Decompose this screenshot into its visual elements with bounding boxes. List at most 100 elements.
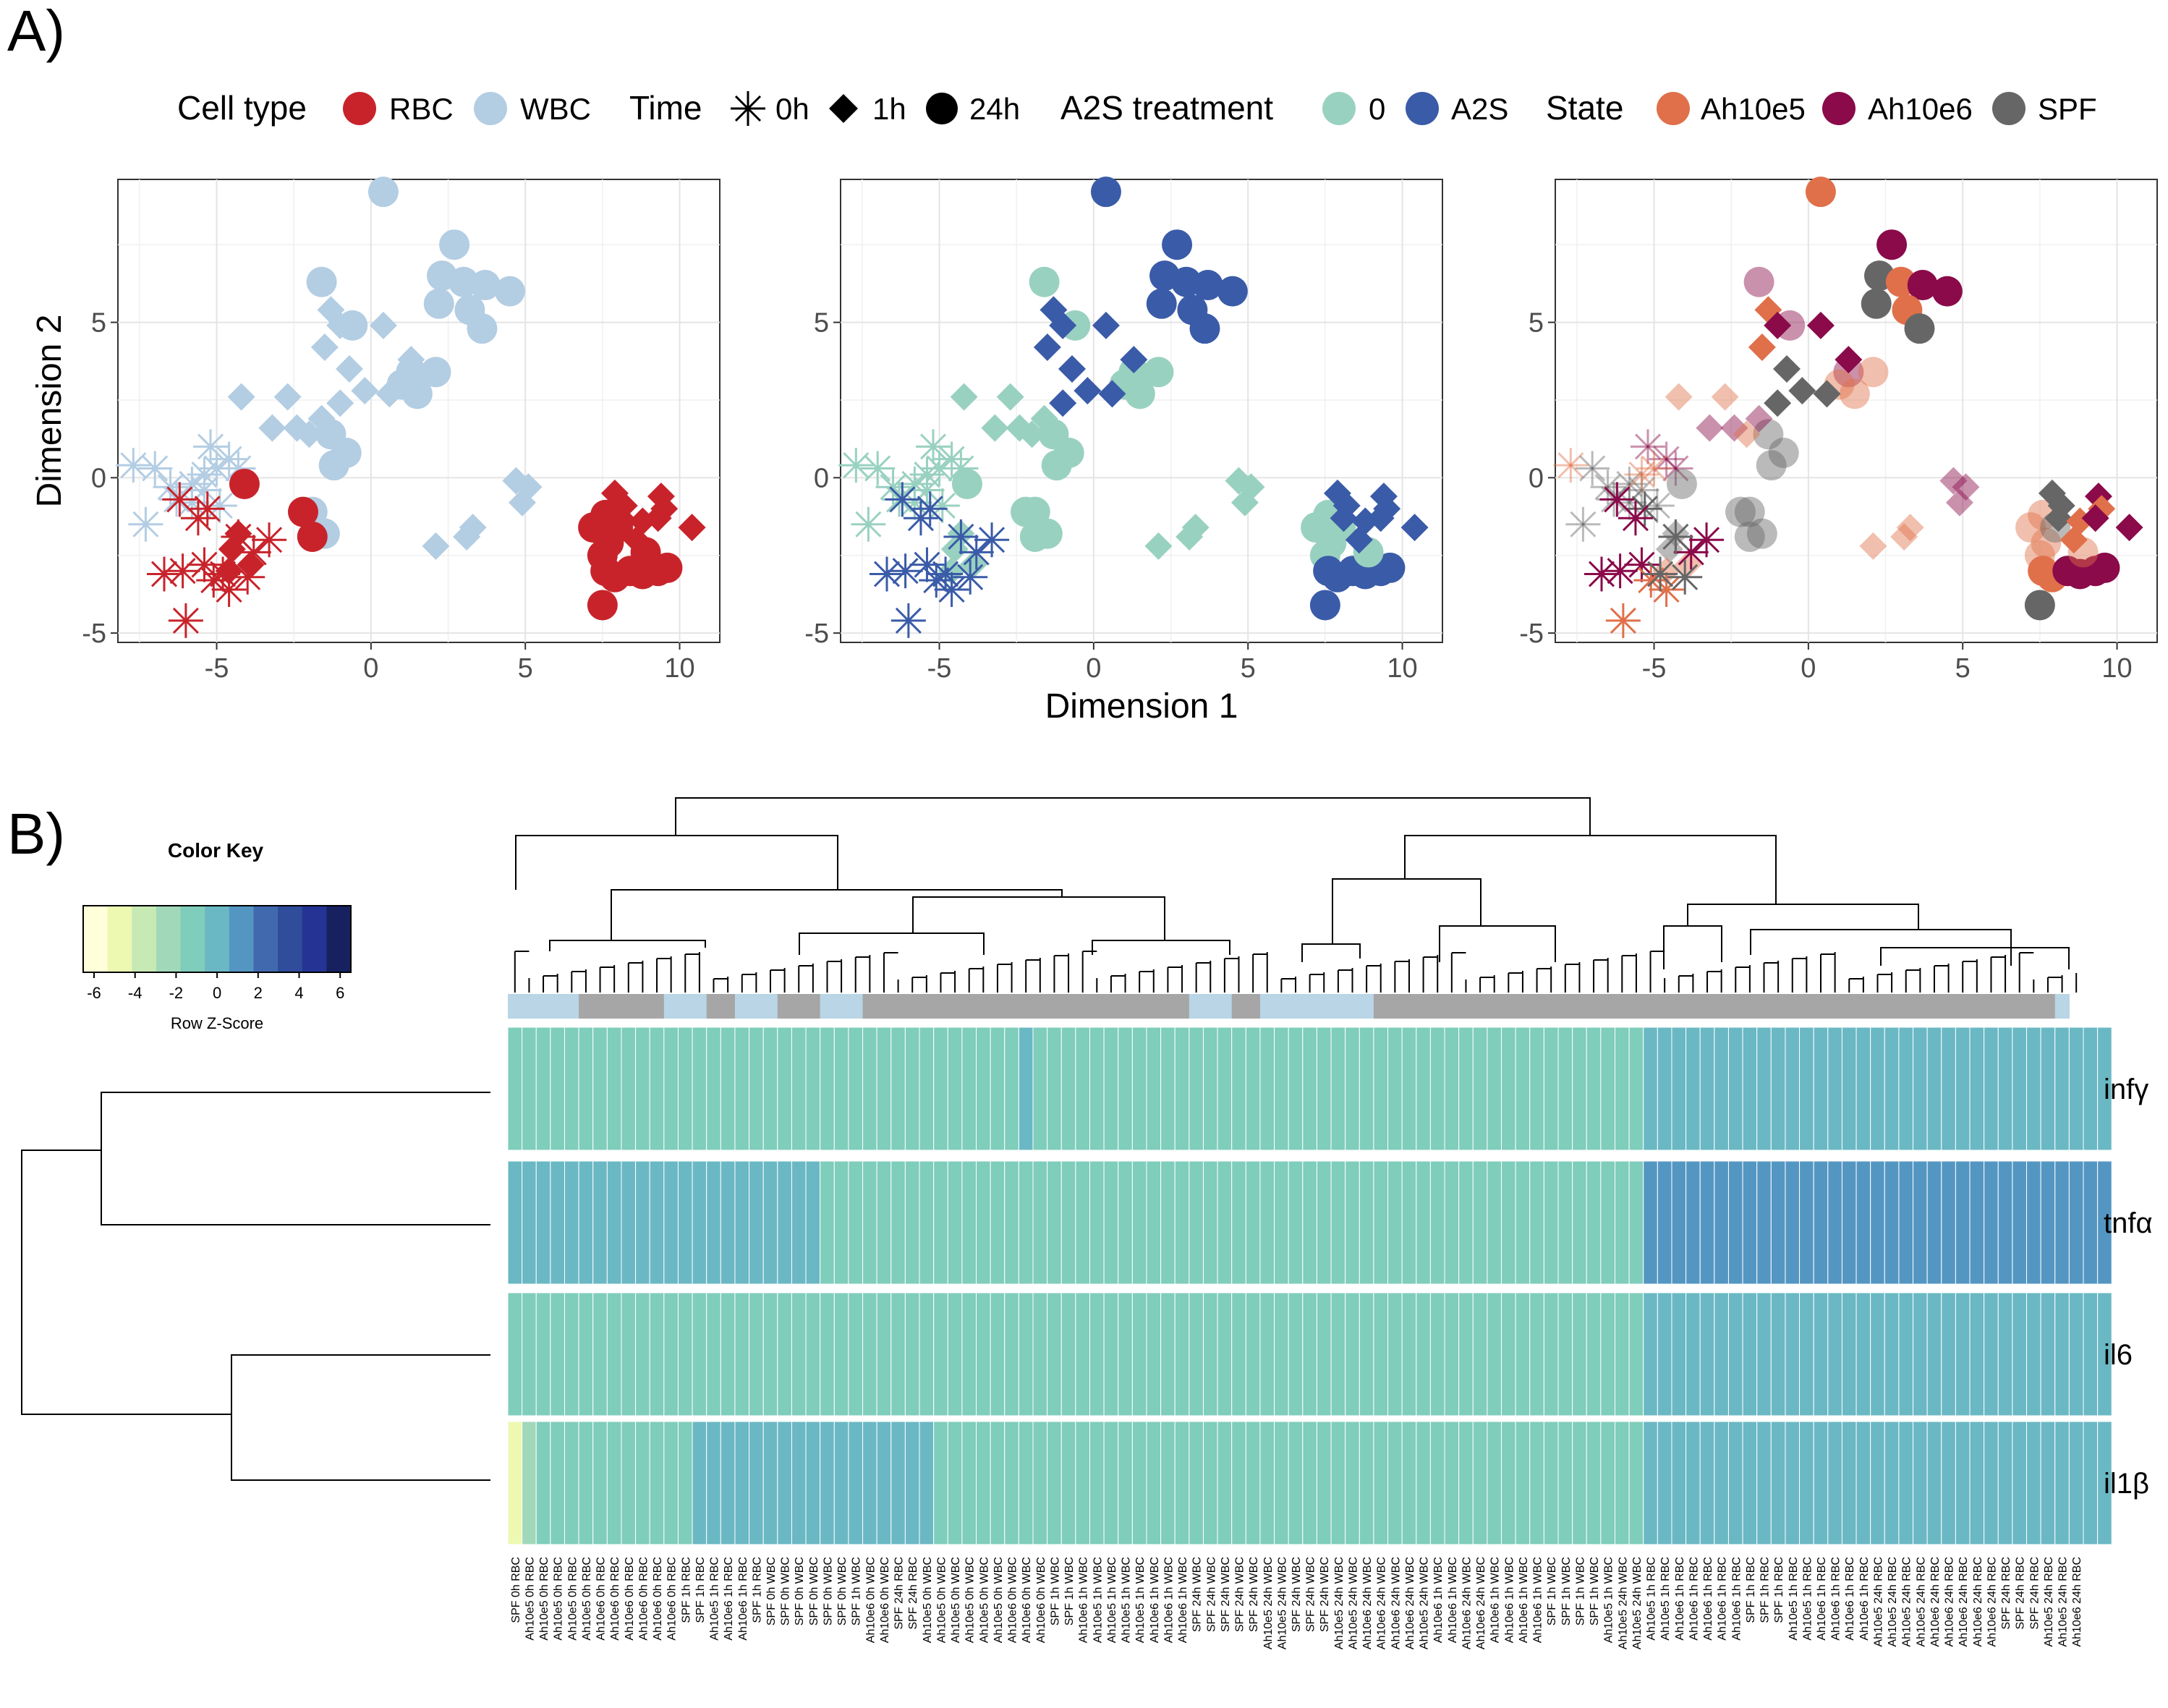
data-point <box>1309 590 1340 621</box>
heatmap-cell <box>976 1027 991 1151</box>
heatmap-cell <box>734 1160 750 1285</box>
heatmap-cell <box>1302 1160 1317 1285</box>
heatmap-cell <box>1515 1160 1531 1285</box>
legend-label-ah10e5: Ah10e5 <box>1701 92 1806 126</box>
heatmap-cell <box>1288 1421 1304 1545</box>
y-tick-label: -5 <box>1519 619 1544 649</box>
heatmap-cell <box>1543 1421 1559 1545</box>
column-side-color <box>877 994 892 1019</box>
heatmap-cell <box>1742 1160 1758 1285</box>
column-side-color <box>1615 994 1630 1019</box>
heatmap-panel: Color Key -6 -4 -2 0 2 4 6 Row Z-Score infγ tnfα il… <box>21 797 2153 1649</box>
mds-scatter-panels: -5 0 5 10-505-5 0 5 10-505-5 0 5 10-505Dimension … <box>30 177 2158 726</box>
heatmap-cell <box>1572 1421 1587 1545</box>
heatmap-cell <box>2083 1421 2099 1545</box>
data-point <box>2089 552 2120 583</box>
column-side-color <box>848 994 864 1019</box>
heatmap-cell <box>1146 1027 1162 1151</box>
data-point <box>1029 266 1060 297</box>
heatmap-cell <box>1600 1292 1615 1416</box>
heatmap-cell <box>1174 1160 1190 1285</box>
column-label: Ah10e5 24h RBC <box>2057 1557 2070 1647</box>
data-point <box>168 603 203 638</box>
column-side-color <box>1217 994 1233 1019</box>
data-point <box>1667 559 1703 595</box>
heatmap-cell <box>1047 1292 1062 1416</box>
column-label: SPF 1h RBC <box>751 1557 763 1623</box>
column-side-color <box>1288 994 1304 1019</box>
heatmap-cell <box>564 1027 579 1151</box>
legend-swatch-rbc <box>343 92 376 125</box>
data-point <box>1649 572 1684 607</box>
heatmap-cell <box>1657 1292 1672 1416</box>
scatter-facet-1: -5 0 5 10 -5 0 5 <box>82 177 720 684</box>
data-point <box>1618 501 1653 536</box>
heatmap-cell <box>1429 1160 1445 1285</box>
column-label: Ah10e6 1h WBC <box>1489 1557 1502 1643</box>
heatmap-cell <box>706 1027 721 1151</box>
heatmap-cell <box>876 1027 892 1151</box>
column-side-color <box>1189 994 1204 1019</box>
heatmap-cell <box>1416 1292 1431 1416</box>
heatmap-cell <box>1472 1421 1488 1545</box>
heatmap-cell <box>1557 1160 1573 1285</box>
column-label: Ah10e6 24h RBC <box>1972 1557 1984 1647</box>
data-point <box>1643 556 1678 592</box>
column-side-color <box>1544 994 1559 1019</box>
heatmap-cell <box>1174 1027 1190 1151</box>
heatmap-cell <box>2054 1160 2070 1285</box>
heatmap-cell <box>1231 1292 1246 1416</box>
column-label: Ah10e6 24h WBC <box>1376 1557 1388 1649</box>
heatmap-cell <box>1657 1160 1672 1285</box>
heatmap-cell <box>1799 1160 1814 1285</box>
heatmap-cell <box>2026 1421 2041 1545</box>
heatmap-cell <box>1174 1292 1190 1416</box>
heatmap-cell <box>1557 1027 1573 1151</box>
legend-label-spf: SPF <box>2038 92 2097 126</box>
heatmap-cell <box>2026 1160 2041 1285</box>
heatmap-cell <box>947 1027 963 1151</box>
heatmap-cell <box>749 1292 764 1416</box>
data-point <box>423 288 454 319</box>
heatmap-cell <box>692 1292 707 1416</box>
heatmap-cell <box>1316 1421 1332 1545</box>
heatmap-cell <box>1785 1421 1801 1545</box>
heatmap-cell <box>1770 1160 1786 1285</box>
column-side-color <box>1317 994 1332 1019</box>
heatmap-cell <box>1855 1027 1871 1151</box>
heatmap-cell <box>904 1421 920 1545</box>
legend-swatch-spf <box>1992 92 2025 125</box>
column-side-color <box>1657 994 1672 1019</box>
heatmap-cell <box>2097 1292 2112 1416</box>
column-label: SPF 0h RBC <box>510 1557 522 1623</box>
heatmap-cell <box>976 1292 991 1416</box>
color-key-tick-label: -4 <box>128 984 143 1002</box>
heatmap-cell <box>848 1160 864 1285</box>
heatmap-cell <box>649 1027 665 1151</box>
column-side-color <box>777 994 793 1019</box>
x-tick-label: 10 <box>2101 653 2132 684</box>
column-side-color <box>1104 994 1119 1019</box>
column-side-color <box>650 994 665 1019</box>
column-side-color <box>678 994 693 1019</box>
column-side-color <box>1501 994 1516 1019</box>
heatmap-cell <box>1643 1421 1658 1545</box>
heatmap-cell <box>1600 1160 1615 1285</box>
data-point <box>1631 429 1665 464</box>
column-side-color <box>1984 994 1999 1019</box>
heatmap-cell <box>833 1027 849 1151</box>
heatmap-cell <box>677 1027 693 1151</box>
heatmap-cell <box>890 1292 906 1416</box>
heatmap-cell <box>1941 1421 1956 1545</box>
column-label: SPF 24h WBC <box>1220 1557 1232 1632</box>
column-label: Ah10e6 1h WBC <box>1447 1557 1459 1643</box>
column-side-color <box>1643 994 1658 1019</box>
heatmap-cell <box>1614 1160 1630 1285</box>
heatmap-cell <box>1302 1292 1317 1416</box>
heatmap-cell <box>890 1027 906 1151</box>
heatmap-cell <box>1089 1421 1105 1545</box>
heatmap-cell <box>1742 1027 1758 1151</box>
heatmap-cell <box>2040 1421 2056 1545</box>
heatmap-cell <box>1032 1421 1048 1545</box>
heatmap-cell <box>1316 1027 1332 1151</box>
